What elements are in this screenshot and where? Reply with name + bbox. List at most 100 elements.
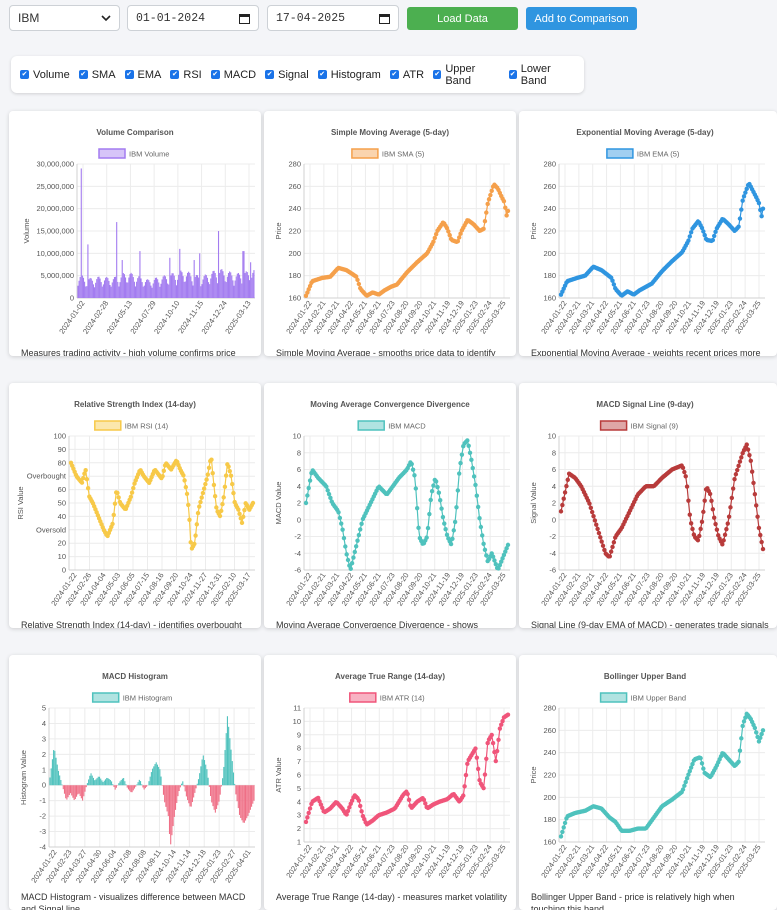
load-data-button[interactable]: Load Data (407, 7, 518, 30)
checkbox-icon[interactable]: ✔ (124, 70, 134, 79)
chevron-down-icon (101, 14, 111, 21)
data-point (465, 438, 470, 443)
data-point (85, 486, 91, 491)
toggle-histogram[interactable]: ✔ Histogram (317, 68, 381, 81)
volume-bar (196, 275, 199, 298)
toggle-atr[interactable]: ✔ ATR (389, 68, 425, 81)
histogram-bar (213, 785, 215, 810)
legend-label: IBM Volume (129, 150, 169, 159)
checkbox-icon[interactable]: ✔ (433, 70, 442, 79)
data-point (477, 515, 482, 521)
volume-bar (217, 231, 220, 298)
volume-bar (163, 275, 165, 298)
toggle-ema[interactable]: ✔ EMA (124, 68, 162, 81)
volume-bar (232, 280, 234, 298)
volume-bar (224, 281, 226, 298)
data-point (473, 746, 478, 751)
data-point (592, 518, 598, 523)
toggle-upper-band[interactable]: ✔ Upper Band (433, 62, 476, 87)
end-date-input[interactable]: 17-04-2025 (267, 5, 399, 31)
checkbox-icon[interactable]: ✔ (210, 70, 220, 79)
data-point (561, 496, 566, 501)
y-axis-label: Histogram Value (19, 750, 28, 805)
histogram-bar (177, 785, 179, 797)
volume-bar (146, 279, 148, 298)
histogram-bar (197, 779, 200, 786)
toggle-volume[interactable]: ✔ Volume (20, 68, 70, 81)
toggle-rsi[interactable]: ✔ RSI (170, 68, 202, 81)
toggle-macd[interactable]: ✔ MACD (210, 68, 257, 81)
symbol-value: IBM (18, 11, 40, 25)
toggle-sma[interactable]: ✔ SMA (78, 68, 116, 81)
data-point (744, 442, 749, 447)
histogram-bar (62, 785, 64, 790)
histogram-bar (88, 779, 90, 786)
data-point (412, 473, 417, 478)
volume-bar (148, 280, 150, 298)
data-point (425, 525, 431, 531)
card-atr: Average True Range (14-day) IBM ATR (14) 1… (264, 655, 516, 910)
toggle-lower-band[interactable]: ✔ Lower Band (508, 62, 551, 87)
volume-bar (241, 283, 243, 298)
checkbox-icon[interactable]: ✔ (78, 70, 88, 79)
data-point (239, 520, 245, 526)
data-point (416, 525, 421, 531)
toggle-signal[interactable]: ✔ Signal (265, 68, 309, 81)
y-axis-label: Signal Value (529, 482, 538, 524)
data-point (484, 756, 489, 762)
symbol-select[interactable]: IBM (9, 5, 120, 31)
add-to-comparison-button[interactable]: Add to Comparison (526, 7, 637, 30)
checkbox-icon[interactable]: ✔ (317, 70, 327, 79)
y-tick-label: 6 (297, 771, 301, 780)
data-point (755, 514, 760, 519)
data-point (497, 562, 503, 568)
calendar-icon[interactable] (379, 13, 390, 24)
histogram-bar (59, 775, 61, 786)
data-point (345, 557, 351, 563)
data-point (406, 797, 412, 803)
legend-swatch (351, 148, 379, 159)
histogram-bar (121, 778, 123, 786)
data-point (610, 544, 615, 550)
data-point (482, 547, 488, 553)
volume-bar (208, 282, 210, 298)
checkbox-icon[interactable]: ✔ (389, 70, 399, 79)
histogram-bar (61, 784, 63, 786)
volume-bar (250, 262, 252, 298)
data-point (561, 825, 566, 830)
data-point (421, 797, 427, 803)
y-axis-label: Volume (22, 218, 31, 243)
histogram-bar (153, 766, 155, 786)
data-point (729, 495, 735, 501)
data-point (560, 502, 565, 508)
data-point (405, 791, 410, 797)
data-point (131, 485, 136, 491)
start-date-input[interactable]: 01-01-2024 (127, 5, 259, 31)
histogram-bar (71, 785, 73, 796)
checkbox-icon[interactable]: ✔ (265, 70, 275, 79)
macd-chart: Moving Average Convergence Divergence IBM… (274, 400, 511, 608)
data-point (699, 761, 705, 766)
histogram-bar (119, 781, 121, 786)
volume-bar (106, 276, 108, 298)
histogram-bar (209, 785, 212, 797)
data-point (458, 460, 463, 466)
histogram-bar (182, 781, 184, 786)
histogram-bar (72, 785, 74, 798)
checkbox-icon[interactable]: ✔ (170, 70, 180, 79)
chart-title: Bollinger Upper Band (604, 672, 686, 681)
histogram-bar (187, 785, 189, 801)
checkbox-icon[interactable]: ✔ (508, 70, 517, 79)
data-point (438, 497, 443, 503)
data-point (220, 501, 225, 507)
calendar-icon[interactable] (239, 13, 250, 24)
volume-bar (139, 251, 141, 298)
data-point (303, 819, 309, 825)
volume-bar (204, 274, 206, 298)
data-point (351, 555, 356, 560)
volume-bar (226, 276, 228, 298)
data-point (307, 806, 313, 811)
card-ema: Exponential Moving Average (5-day) IBM EM… (519, 111, 777, 356)
data-point (435, 484, 440, 490)
checkbox-icon[interactable]: ✔ (20, 70, 29, 79)
